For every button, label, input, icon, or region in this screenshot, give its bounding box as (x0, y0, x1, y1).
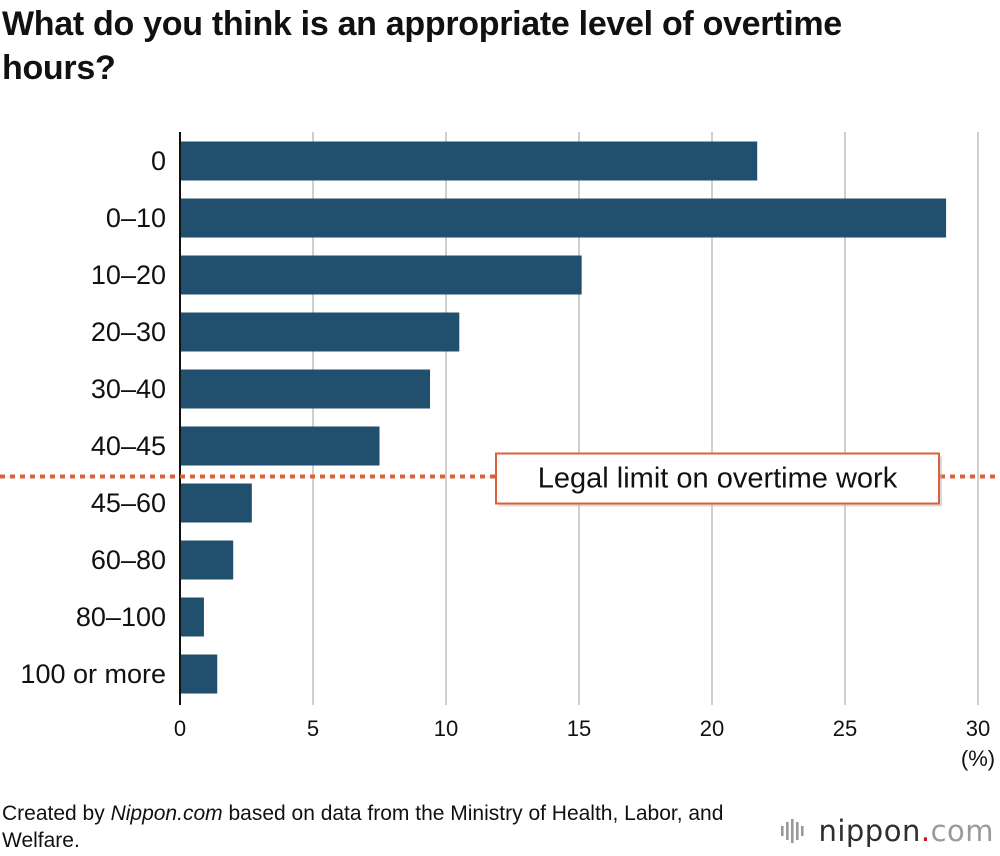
x-tick-10: 10 (434, 716, 458, 741)
bar-0 (180, 141, 758, 181)
bar-8 (180, 597, 204, 637)
logo-tld: com (930, 814, 994, 848)
category-label-9: 100 or more (20, 659, 166, 689)
nippon-logo: nippon.com (780, 814, 994, 848)
bar-2 (180, 255, 582, 295)
bar-5 (180, 426, 380, 466)
category-label-4: 30–40 (91, 374, 166, 404)
category-label-0: 0 (151, 146, 166, 176)
bar-9 (180, 654, 218, 694)
x-tick-15: 15 (567, 716, 591, 741)
x-unit-label: (%) (961, 746, 995, 771)
source-brand: Nippon.com (110, 802, 223, 825)
bars (180, 141, 947, 694)
source-prefix: Created by (2, 802, 111, 825)
category-label-6: 45–60 (91, 488, 166, 518)
bar-6 (180, 483, 252, 523)
category-label-3: 20–30 (91, 317, 166, 347)
source-note: Created by Nippon.com based on data from… (2, 800, 762, 854)
category-label-1: 0–10 (106, 203, 166, 233)
logo-wordmark: nippon.com (818, 814, 994, 848)
category-labels: 0 0–10 10–20 20–30 30–40 40–45 45–60 60–80 80–10… (20, 146, 166, 689)
chart-title: What do you think is an appropriate leve… (2, 5, 842, 87)
bar-3 (180, 312, 460, 352)
x-tick-5: 5 (307, 716, 319, 741)
category-label-8: 80–100 (76, 602, 166, 632)
bar-1 (180, 198, 947, 238)
logo-dot: . (920, 814, 931, 848)
legal-limit-label: Legal limit on overtime work (538, 463, 898, 495)
bar-7 (180, 540, 234, 580)
reference-line-group: Legal limit on overtime work (0, 452, 1000, 507)
bar-4 (180, 369, 431, 409)
category-label-2: 10–20 (91, 260, 166, 290)
x-tick-labels: 0 5 10 15 20 25 30 (174, 716, 990, 741)
sound-wave-icon (781, 819, 805, 843)
logo-name: nippon (818, 814, 921, 848)
x-tick-30: 30 (966, 716, 990, 741)
category-label-7: 60–80 (91, 545, 166, 575)
x-tick-0: 0 (174, 716, 186, 741)
legal-limit-box (495, 452, 940, 505)
x-tick-20: 20 (700, 716, 724, 741)
x-tick-25: 25 (833, 716, 857, 741)
source-suffix: based on data from the Ministry of Healt… (2, 802, 724, 852)
category-label-5: 40–45 (91, 431, 166, 461)
